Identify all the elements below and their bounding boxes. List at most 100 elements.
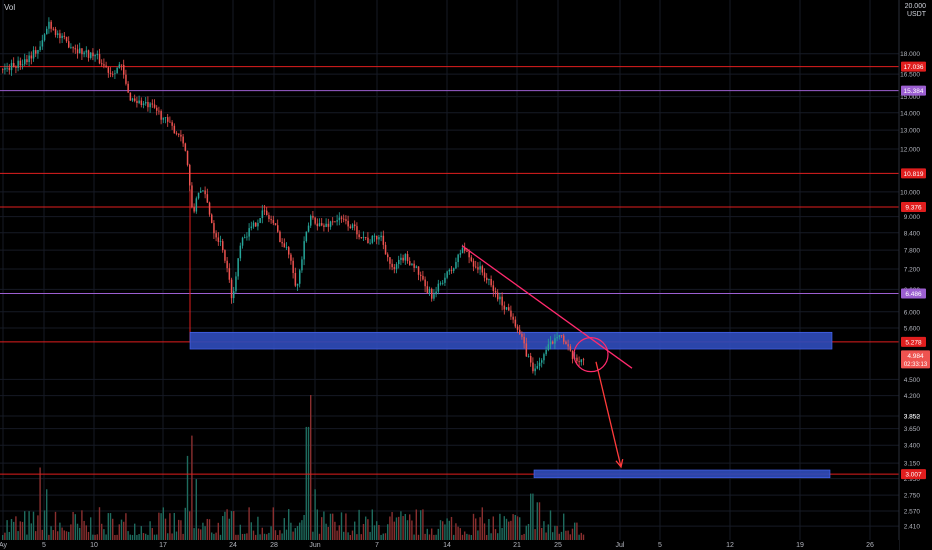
volume-bar [283,518,285,540]
price-tick-label: 2.410 [904,524,921,531]
candle-body [398,259,400,265]
candle-body [549,341,552,345]
volume-bar [96,534,98,540]
volume-bar [123,521,125,540]
volume-bar [219,534,222,540]
volume-bar [576,522,578,540]
volume-bar [250,522,252,540]
volume-bars [2,395,585,540]
volume-indicator-label[interactable]: Vol [4,3,16,12]
volume-bar [211,532,213,540]
volume-bar [200,529,202,540]
candle-body [521,333,523,337]
level-price-tag[interactable] [901,469,926,480]
volume-bar [437,528,439,540]
candle-body [8,67,11,71]
candle-body [96,54,99,56]
candle-body [160,111,162,120]
price-axis[interactable]: 18.000 16.500 15.000 14.000 13.000 12.000 10.0… [900,51,930,531]
candle-body [81,48,83,55]
support-zone[interactable] [533,469,831,479]
candle-body [41,40,44,47]
candle-body [552,341,554,344]
level-price-tag[interactable] [901,201,926,212]
volume-bar [387,524,389,540]
volume-bar [411,520,413,540]
candle-body [270,219,272,221]
candle-body [266,210,268,216]
volume-bar [197,528,200,540]
volume-bar [101,523,103,540]
candle-body [560,335,563,336]
price-tick-label: 14.000 [900,110,920,117]
volume-bar [521,534,523,540]
candle-body [233,291,235,299]
volume-bar [57,531,59,540]
volume-bar [536,502,538,540]
candle-body [206,194,209,203]
candle-body [459,253,462,255]
level-price-tag[interactable] [901,85,926,96]
candle-body [118,64,121,68]
projection-arrow[interactable] [595,361,622,468]
candle-body [523,336,525,344]
volume-bar [358,509,360,540]
candle-body [162,117,165,120]
volume-bar [442,521,444,540]
volume-bar [112,518,114,540]
level-price-label: 5.278 [905,339,922,346]
volume-bar [103,529,105,540]
candle-body [347,220,349,227]
level-price-tag[interactable] [901,168,926,179]
price-tick-label: 2.950 [904,476,921,483]
volume-bar [409,514,411,540]
support-zones[interactable] [189,331,833,479]
volume-bar [477,530,479,540]
volume-bar [142,533,145,540]
volume-bar [131,534,134,540]
time-tick-label: 19 [796,542,804,549]
candlesticks [2,17,585,376]
level-price-tag[interactable] [901,61,926,72]
volume-bar [499,513,501,540]
current-price-tag[interactable] [901,350,930,369]
volume-bar [182,533,184,540]
volume-bar [393,521,395,540]
volume-bar [404,513,406,540]
trendline[interactable] [461,245,633,369]
price-tick-label: 2.570 [904,508,921,515]
volume-bar [109,513,112,540]
level-price-tag[interactable] [901,288,926,299]
candle-body [2,69,4,71]
volume-bar [114,534,116,540]
chart-drawings[interactable] [461,245,633,469]
candle-body [382,235,385,245]
highlight-circle[interactable] [573,337,609,373]
volume-bar [530,493,532,540]
candle-body [281,242,283,244]
volume-bar [217,522,219,540]
candle-body [257,222,259,227]
volume-bar [391,512,393,540]
candle-body [512,316,514,320]
candle-body [567,344,569,347]
candle-body [28,55,30,63]
support-zone[interactable] [189,331,833,350]
candle-body [558,335,561,337]
candle-body [208,202,211,215]
time-axis[interactable]: Ay 5 10 17 24 28 Jun 7 14 21 25 Jul 5 12 19 26 [0,540,899,550]
time-tick-label: 12 [726,542,734,549]
candle-body [422,275,424,280]
volume-bar [525,525,527,540]
time-tick-label: 26 [866,542,874,549]
candle-body [61,35,63,39]
volume-bar [268,532,270,540]
level-price-tag[interactable] [901,336,926,347]
volume-bar [373,525,376,540]
candle-body [334,221,336,223]
candle-body [215,233,217,238]
candle-body [314,217,316,224]
volume-bar [545,532,547,540]
price-tick-label: 7.200 [904,266,921,273]
